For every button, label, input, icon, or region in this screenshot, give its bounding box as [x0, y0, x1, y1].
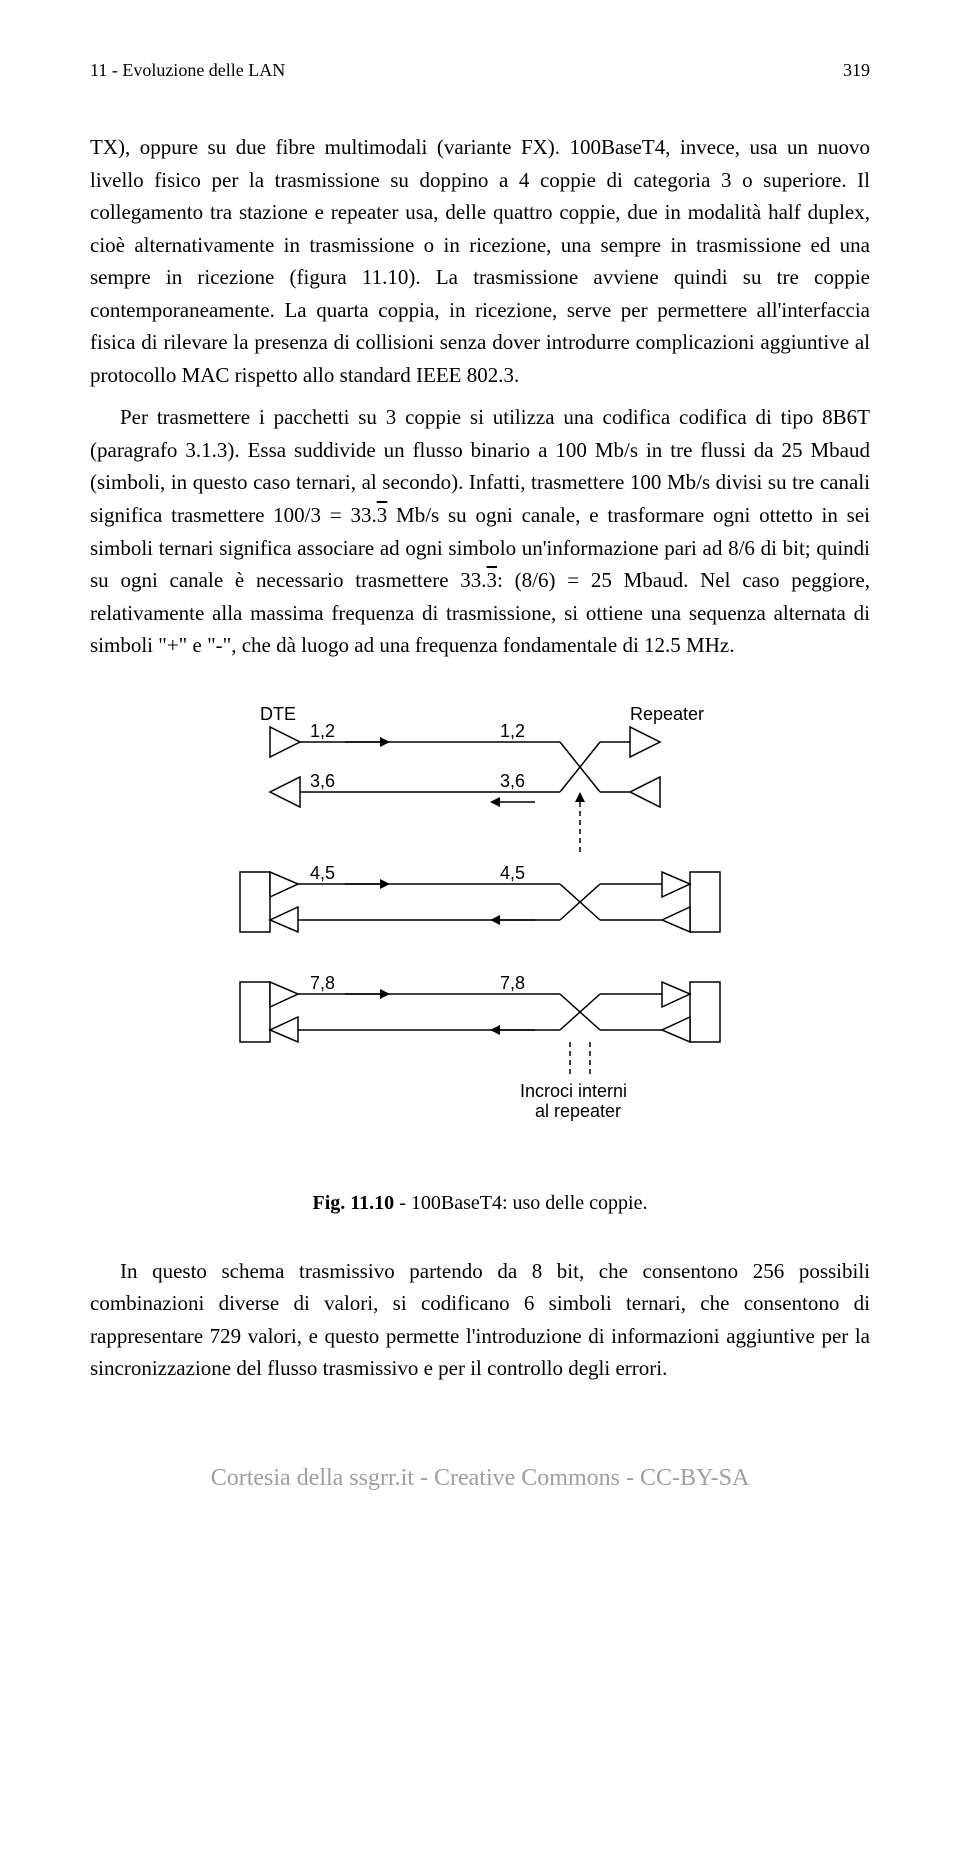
- running-header: 11 - Evoluzione delle LAN 319: [90, 60, 870, 81]
- page: 11 - Evoluzione delle LAN 319 TX), oppur…: [0, 0, 960, 1532]
- label-36a: 3,6: [310, 771, 335, 791]
- label-incroci2: al repeater: [535, 1101, 621, 1121]
- label-45b: 4,5: [500, 863, 525, 883]
- header-title: 11 - Evoluzione delle LAN: [90, 60, 285, 81]
- paragraph-3: In questo schema trasmissivo partendo da…: [90, 1255, 870, 1385]
- overline-3-b: 3: [487, 568, 498, 592]
- paragraph-2: Per trasmettere i pacchetti su 3 coppie …: [90, 401, 870, 661]
- label-repeater: Repeater: [630, 704, 704, 724]
- paragraph-1: TX), oppure su due fibre multimodali (va…: [90, 131, 870, 391]
- label-45a: 4,5: [310, 863, 335, 883]
- footer-attribution: Cortesia della ssgrr.it - Creative Commo…: [90, 1465, 870, 1492]
- header-page-number: 319: [843, 60, 870, 81]
- label-12a: 1,2: [310, 721, 335, 741]
- label-78b: 7,8: [500, 973, 525, 993]
- label-dte: DTE: [260, 704, 296, 724]
- label-incroci1: Incroci interni: [520, 1081, 627, 1101]
- label-78a: 7,8: [310, 973, 335, 993]
- overline-3-a: 3: [377, 503, 388, 527]
- figure-caption-text: - 100BaseT4: uso delle coppie.: [394, 1192, 647, 1214]
- figure-11-10: DTE Repeater 1,2 1,2: [90, 702, 870, 1215]
- label-36b: 3,6: [500, 771, 525, 791]
- label-12b: 1,2: [500, 721, 525, 741]
- figure-caption: Fig. 11.10 - 100BaseT4: uso delle coppie…: [90, 1192, 870, 1215]
- figure-caption-number: Fig. 11.10: [313, 1192, 395, 1214]
- figure-svg: DTE Repeater 1,2 1,2: [200, 702, 760, 1172]
